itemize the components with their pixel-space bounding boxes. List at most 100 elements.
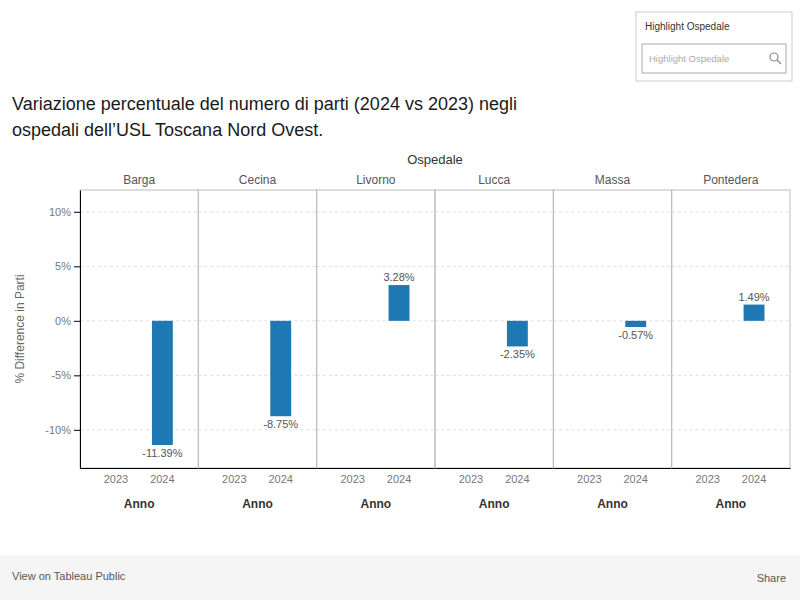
search-icon bbox=[770, 53, 778, 61]
bar bbox=[461, 320, 482, 321]
x-axis-line bbox=[81, 468, 199, 469]
panel: 3.28%Livorno20232024Anno bbox=[317, 173, 436, 511]
panel-frame bbox=[672, 190, 790, 468]
x-axis-title: Anno bbox=[716, 497, 747, 511]
bar bbox=[697, 320, 718, 321]
bars bbox=[625, 321, 646, 327]
x-tick: 2024 bbox=[742, 473, 766, 485]
bar bbox=[744, 305, 765, 321]
x-axis-title: Anno bbox=[479, 497, 510, 511]
grid-line bbox=[435, 375, 553, 376]
footer-bg bbox=[0, 555, 800, 600]
footer: View on Tableau Public Share bbox=[0, 555, 800, 600]
x-tick: 2023 bbox=[577, 473, 601, 485]
x-tick: 2024 bbox=[268, 473, 292, 485]
y-tick: 5% bbox=[55, 260, 80, 272]
y-tick-label: 5% bbox=[55, 260, 71, 272]
grid-line bbox=[553, 266, 671, 267]
grid-line bbox=[553, 320, 671, 321]
x-axis-line bbox=[554, 468, 672, 469]
highlight-widget: Highlight OspedaleHighlight Ospedale bbox=[636, 12, 792, 81]
x-tick: 2024 bbox=[623, 473, 647, 485]
chart-root: Highlight OspedaleHighlight OspedaleVari… bbox=[0, 0, 800, 600]
grid bbox=[317, 212, 435, 430]
data-label: 1.49% bbox=[738, 291, 769, 303]
bar bbox=[625, 321, 646, 327]
y-axis-line bbox=[80, 191, 81, 469]
x-tick-label: 2023 bbox=[340, 473, 364, 485]
x-tick: 2023 bbox=[104, 473, 128, 485]
x-axis: 2023 2024 bbox=[199, 469, 317, 485]
bar bbox=[106, 320, 127, 321]
x-axis-title: Anno bbox=[124, 497, 155, 511]
footer-share[interactable]: Share bbox=[757, 572, 786, 584]
grid-line bbox=[80, 266, 198, 267]
panel-frame bbox=[198, 190, 316, 468]
bars bbox=[270, 321, 291, 416]
search-icon bbox=[777, 60, 781, 64]
panel: -8.75%Cecina20232024Anno bbox=[198, 173, 317, 511]
title: ospedali dell’USL Toscana Nord Ovest. bbox=[12, 120, 323, 140]
y-tick: 0% bbox=[55, 315, 80, 327]
y-tick-label: 10% bbox=[49, 206, 71, 218]
panel-title: Lucca bbox=[478, 173, 510, 187]
highlight-placeholder: Highlight Ospedale bbox=[649, 53, 729, 64]
x-tick-label: 2024 bbox=[623, 473, 647, 485]
x-axis: 2023 2024 bbox=[436, 469, 554, 485]
x-tick-label: 2023 bbox=[104, 473, 128, 485]
data-label: 3.28% bbox=[383, 271, 414, 283]
x-axis-title: Anno bbox=[242, 497, 273, 511]
highlight-input[interactable] bbox=[642, 44, 786, 73]
panel: -2.35% Lucca 2023 2024 Anno bbox=[435, 173, 554, 511]
group-label: Ospedale bbox=[407, 152, 463, 167]
grid-line bbox=[317, 320, 435, 321]
grid bbox=[435, 212, 553, 430]
panel: -0.57%Massa20232024Anno bbox=[553, 173, 672, 511]
bar bbox=[389, 285, 410, 321]
y-axis: -10% -5% 0% 5% 10% bbox=[45, 191, 80, 469]
x-axis: 20232024 bbox=[81, 469, 199, 485]
bars bbox=[152, 321, 173, 445]
x-tick-label: 2024 bbox=[505, 473, 529, 485]
x-tick-label: 2024 bbox=[387, 473, 411, 485]
grid bbox=[553, 212, 671, 430]
x-tick-label: 2024 bbox=[742, 473, 766, 485]
x-tick: 2023 bbox=[695, 473, 719, 485]
panel-frame bbox=[80, 190, 198, 468]
x-axis-line bbox=[317, 468, 435, 469]
y-tick: -5% bbox=[51, 369, 80, 381]
x-axis: 2023 2024 bbox=[317, 469, 435, 485]
footer-link[interactable]: View on Tableau Public bbox=[12, 570, 126, 582]
grid-line bbox=[553, 375, 671, 376]
grid-line bbox=[435, 320, 553, 321]
x-tick-label: 2023 bbox=[577, 473, 601, 485]
y-tick: 10% bbox=[49, 206, 80, 218]
y-axis-title: % Difference in Parti bbox=[13, 274, 27, 383]
grid-line bbox=[198, 320, 316, 321]
bar bbox=[270, 321, 291, 416]
grid-line bbox=[198, 211, 316, 212]
grid-line bbox=[672, 266, 790, 267]
panel-frame bbox=[317, 190, 435, 468]
grid-line bbox=[80, 320, 198, 321]
panel-frame bbox=[435, 190, 553, 468]
y-tick-mark bbox=[74, 212, 80, 213]
x-tick-label: 2023 bbox=[695, 473, 719, 485]
x-axis-line bbox=[199, 468, 317, 469]
y-tick-label: 0% bbox=[55, 315, 71, 327]
grid-line bbox=[672, 211, 790, 212]
grid-line bbox=[317, 211, 435, 212]
grid-line bbox=[317, 266, 435, 267]
bar bbox=[507, 321, 528, 347]
bar bbox=[224, 320, 245, 321]
x-tick-label: 2023 bbox=[222, 473, 246, 485]
y-tick-label: -5% bbox=[51, 369, 71, 381]
data-label: -2.35% bbox=[500, 348, 535, 360]
panel-frame bbox=[553, 190, 671, 468]
grid-line bbox=[80, 211, 198, 212]
x-tick: 2024 bbox=[505, 473, 529, 485]
bars bbox=[389, 285, 410, 321]
data-label: -0.57% bbox=[618, 329, 653, 341]
x-tick-label: 2023 bbox=[459, 473, 483, 485]
y-tick-label: -10% bbox=[45, 424, 71, 436]
